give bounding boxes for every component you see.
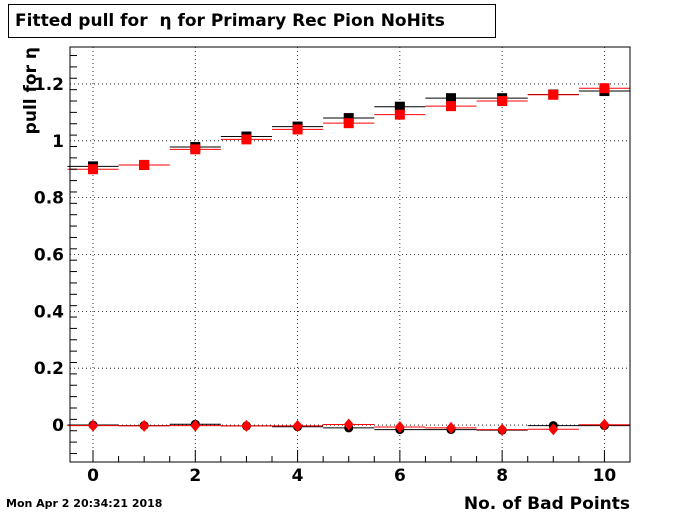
data-point-square	[88, 164, 99, 175]
chart-title-box: Fitted pull for η for Primary Rec Pion N…	[8, 4, 496, 38]
x-tick-label: 4	[292, 466, 304, 486]
grid	[70, 47, 630, 462]
x-tick-label: 10	[593, 466, 617, 486]
y-tick-label: 0.4	[34, 302, 64, 322]
y-tick-label: 1.2	[34, 75, 64, 95]
data-point-square	[394, 101, 405, 112]
x-tick-label: 0	[87, 466, 99, 486]
data-point-diamond	[343, 418, 354, 431]
data-point-diamond	[599, 418, 610, 431]
data-point-square	[139, 159, 150, 170]
data-point-square	[190, 144, 201, 155]
chart-title: Fitted pull for η for Primary Rec Pion N…	[15, 11, 445, 31]
data-point-diamond	[497, 423, 508, 436]
y-axis-title: pull for η	[21, 47, 41, 134]
data-point-square	[343, 113, 354, 124]
data-point-diamond	[241, 419, 252, 432]
data-point-diamond	[446, 421, 457, 434]
data-point-square	[241, 134, 252, 145]
y-tick-label: 1	[52, 132, 64, 152]
y-tick-label: 0	[52, 416, 64, 436]
data-point-square	[292, 124, 303, 135]
axes: 0 2 4 6 8 10 0 0.2 0.4 0.6 0.8 1 1.2	[34, 55, 617, 486]
data-point-square	[343, 118, 354, 129]
data-point-diamond	[88, 419, 99, 432]
y-tick-label: 0.2	[34, 359, 64, 379]
data-point-square	[548, 89, 559, 100]
y-tick-label: 0.8	[34, 189, 64, 209]
data-point-square	[446, 101, 457, 112]
x-tick-label: 6	[394, 466, 406, 486]
data-point-square	[497, 96, 508, 107]
data-point-diamond	[548, 423, 559, 436]
series-layer	[67, 83, 630, 436]
timestamp: Mon Apr 2 20:34:21 2018	[6, 497, 163, 510]
y-tick-label: 0.6	[34, 246, 64, 266]
x-axis-title: No. of Bad Points	[464, 494, 630, 514]
data-point-square	[394, 109, 405, 120]
x-tick-label: 8	[496, 466, 508, 486]
data-point-square	[599, 83, 610, 94]
plot-frame	[69, 46, 631, 463]
data-point-diamond	[292, 419, 303, 432]
data-point-square	[446, 93, 457, 104]
data-point-diamond	[190, 419, 201, 432]
x-tick-label: 2	[189, 466, 201, 486]
data-point-diamond	[394, 421, 405, 434]
data-point-diamond	[139, 419, 150, 432]
